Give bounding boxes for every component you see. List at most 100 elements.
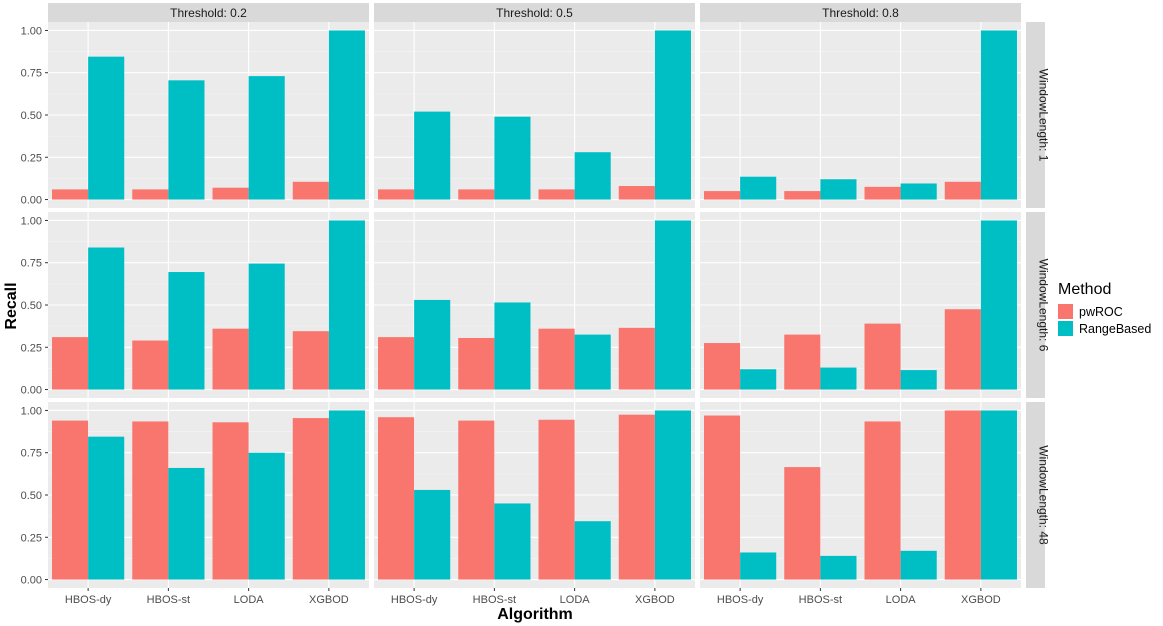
bar-rangebased xyxy=(980,30,1017,200)
x-tick-label: XGBOD xyxy=(961,594,1001,606)
row-strip xyxy=(1026,22,1045,208)
panel xyxy=(374,22,695,208)
legend-swatch xyxy=(1058,304,1073,319)
bar-pwroc xyxy=(538,419,575,580)
bar-rangebased xyxy=(248,452,285,580)
bar-pwroc xyxy=(538,328,575,390)
x-tick-label: HBOS-dy xyxy=(717,594,764,606)
bar-rangebased xyxy=(494,302,531,390)
bar-rangebased xyxy=(414,299,451,390)
panel xyxy=(374,212,695,398)
legend-label: RangeBased xyxy=(1079,322,1151,336)
row-strip-label: WindowLength: 48 xyxy=(1037,445,1051,545)
bar-rangebased xyxy=(654,220,691,390)
bar-rangebased xyxy=(820,179,857,200)
bar-rangebased xyxy=(654,410,691,580)
legend: Method pwROC RangeBased xyxy=(1058,281,1151,336)
y-tick-label: 0.00 xyxy=(21,385,42,397)
bar-rangebased xyxy=(88,247,125,390)
bar-pwroc xyxy=(704,415,741,580)
legend-swatch xyxy=(1058,321,1073,336)
bar-rangebased xyxy=(414,111,451,200)
x-tick-label: LODA xyxy=(560,594,591,606)
bar-pwroc xyxy=(618,414,655,580)
bar-pwroc xyxy=(132,340,169,390)
column-strip-label: Threshold: 0.8 xyxy=(822,6,899,20)
x-tick-label: HBOS-st xyxy=(147,594,190,606)
column-strip xyxy=(48,3,369,22)
bar-pwroc xyxy=(458,337,495,390)
bar-pwroc xyxy=(292,331,329,390)
x-tick-label: LODA xyxy=(886,594,917,606)
panel: HBOS-dy HBOS-st LODA XGBOD xyxy=(374,402,695,606)
bar-pwroc xyxy=(292,181,329,200)
bar-rangebased xyxy=(574,521,611,580)
row-strip xyxy=(1026,402,1045,588)
bar-rangebased xyxy=(328,410,365,580)
y-axis-title: Recall xyxy=(3,282,20,329)
bar-pwroc xyxy=(52,189,89,200)
bar-pwroc xyxy=(944,309,981,390)
x-tick-label: LODA xyxy=(234,594,265,606)
y-tick-label: 1.00 xyxy=(21,405,42,417)
bar-rangebased xyxy=(740,552,777,580)
bar-pwroc xyxy=(458,420,495,580)
y-tick-label: 0.50 xyxy=(21,300,42,312)
bar-pwroc xyxy=(52,420,89,580)
legend-title: Method xyxy=(1058,281,1111,298)
bar-pwroc xyxy=(618,327,655,390)
y-tick-label: 0.00 xyxy=(21,195,42,207)
bar-pwroc xyxy=(378,417,415,580)
row-strip-label: WindowLength: 6 xyxy=(1037,259,1051,352)
bar-rangebased xyxy=(574,152,611,200)
y-tick-label: 0.50 xyxy=(21,110,42,122)
bar-rangebased xyxy=(980,220,1017,390)
y-tick-label: 0.75 xyxy=(21,68,42,80)
y-tick-label: 0.75 xyxy=(21,448,42,460)
bar-pwroc xyxy=(292,418,329,580)
y-tick-label: 0.25 xyxy=(21,342,42,354)
bar-pwroc xyxy=(132,421,169,580)
bar-pwroc xyxy=(538,189,575,200)
panel xyxy=(700,212,1021,398)
y-tick-label: 0.25 xyxy=(21,532,42,544)
bar-rangebased xyxy=(248,263,285,390)
bar-rangebased xyxy=(88,436,125,580)
bar-pwroc xyxy=(378,189,415,200)
bar-pwroc xyxy=(704,191,741,200)
x-tick-label: HBOS-st xyxy=(799,594,842,606)
bar-pwroc xyxy=(212,422,249,580)
panel: HBOS-dy HBOS-st LODA XGBOD xyxy=(700,402,1021,606)
bar-rangebased xyxy=(900,370,937,390)
bar-pwroc xyxy=(618,186,655,200)
column-strip xyxy=(374,3,695,22)
x-tick-label: XGBOD xyxy=(635,594,675,606)
bar-rangebased xyxy=(168,80,205,200)
bar-pwroc xyxy=(784,467,821,580)
y-tick-label: 1.00 xyxy=(21,215,42,227)
bar-pwroc xyxy=(132,189,169,200)
column-strip-label: Threshold: 0.2 xyxy=(170,6,247,20)
x-tick-label: HBOS-st xyxy=(473,594,516,606)
panel: 0.00 0.25 0.50 0.75 1.00 xyxy=(21,212,369,398)
bar-rangebased xyxy=(494,116,531,200)
bar-pwroc xyxy=(784,191,821,200)
bar-rangebased xyxy=(900,183,937,200)
bar-pwroc xyxy=(864,323,901,390)
bar-rangebased xyxy=(820,367,857,390)
bar-pwroc xyxy=(378,337,415,390)
bar-rangebased xyxy=(980,410,1017,580)
bar-pwroc xyxy=(212,328,249,390)
y-tick-label: 0.50 xyxy=(21,490,42,502)
y-tick-label: 0.00 xyxy=(21,575,42,587)
bar-rangebased xyxy=(740,176,777,200)
panel xyxy=(700,22,1021,208)
y-tick-label: 0.25 xyxy=(21,152,42,164)
y-tick-label: 0.75 xyxy=(21,258,42,270)
bar-rangebased xyxy=(654,30,691,200)
bar-pwroc xyxy=(52,337,89,390)
bar-pwroc xyxy=(864,186,901,200)
x-tick-label: HBOS-dy xyxy=(65,594,112,606)
legend-label: pwROC xyxy=(1079,305,1123,319)
